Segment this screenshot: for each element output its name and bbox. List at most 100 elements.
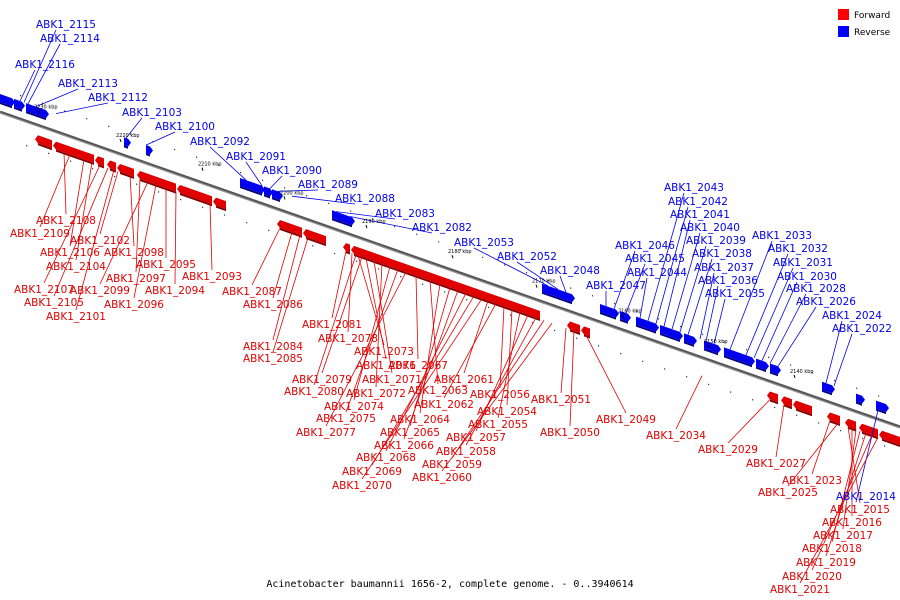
gene-shadow [770,371,778,377]
reverse-gene-label: ABK1_2041 [670,209,730,221]
forward-gene-label: ABK1_2080 [284,386,344,398]
forward-gene [581,326,590,337]
forward-gene-label: ABK1_2098 [104,247,164,259]
reverse-gene-label: ABK1_2046 [615,240,675,252]
reverse-gene [636,316,659,332]
forward-leader [39,154,71,228]
forward-leader [569,330,575,427]
gene-shadow [124,145,128,149]
forward-gene-label: ABK1_2074 [324,401,384,413]
forward-leader [69,159,85,247]
grid-dot [268,229,270,231]
grid-dot [438,241,440,243]
reverse-leader [516,261,559,290]
grid-dot [532,322,534,324]
legend-reverse-label: Reverse [854,28,891,38]
grid-dot [570,287,572,289]
grid-dot [350,210,352,212]
forward-gene-label: ABK1_2065 [380,427,440,439]
forward-gene-label: ABK1_2086 [243,299,303,311]
grid-dot [356,260,358,262]
kbp-tick [119,138,122,143]
forward-leader [409,287,451,427]
gene-shadow [784,404,792,410]
reverse-leader [145,131,176,146]
label-leader-lines [19,29,881,584]
forward-gene [879,430,900,445]
forward-gene-label: ABK1_2097 [106,273,166,285]
legend-reverse-swatch [838,26,849,37]
reverse-gene [856,393,865,404]
gene-shadow [570,329,580,335]
gene-shadow [354,253,540,321]
reverse-gene-label: ABK1_2022 [832,323,892,335]
forward-gene-label: ABK1_2063 [408,385,468,397]
reverse-gene-label: ABK1_2088 [335,193,395,205]
grid-dot [620,353,622,355]
forward-gene-label: ABK1_2060 [412,472,472,484]
forward-gene-label: ABK1_2018 [802,543,862,555]
reverse-gene-label: ABK1_2092 [190,136,250,148]
forward-gene [95,156,104,167]
grid-dot [642,360,644,362]
forward-leader [75,169,115,311]
forward-gene [767,391,778,403]
grid-dot [658,318,660,320]
reverse-gene [272,189,283,200]
reverse-leader [55,102,109,114]
grid-dot [598,345,600,347]
forward-leader [585,334,627,414]
reverse-leader [335,211,396,220]
reverse-gene-label: ABK1_2052 [497,251,557,263]
grid-dot [702,333,704,335]
forward-gene-label: ABK1_2107 [14,284,74,296]
forward-leader [371,295,475,466]
gene-shadow [38,143,52,151]
reverse-gene-label: ABK1_2116 [15,59,75,71]
forward-gene-label: ABK1_2095 [136,259,196,271]
reverse-gene-label: ABK1_2031 [773,257,833,269]
grid-dot [554,329,556,332]
grid-dot [64,110,66,112]
gene-shadow [26,111,46,121]
reverse-leader [699,272,715,340]
grid-dot [752,399,754,401]
reverse-leader [745,253,789,356]
gene-shadow [796,408,812,417]
reverse-gene-label: ABK1_2090 [262,165,322,177]
forward-gene-label: ABK1_2078 [318,333,378,345]
reverse-leader [679,245,707,333]
forward-gene-label: ABK1_2071 [362,374,422,386]
forward-leader [135,178,141,273]
forward-gene-label: ABK1_2106 [40,247,100,259]
forward-gene-label: ABK1_2050 [540,427,600,439]
grid-dot [42,102,44,104]
forward-gene-label: ABK1_2070 [332,480,392,492]
kbp-tick-label: 2170 kbp [532,279,556,285]
forward-gene-label: ABK1_2099 [70,285,130,297]
gene-shadow [56,149,94,165]
reverse-gene-label: ABK1_2047 [586,280,646,292]
reverse-gene [600,304,619,318]
kbp-tick [283,196,286,200]
reverse-gene [26,103,49,119]
reverse-gene [14,98,25,110]
forward-leader [451,320,545,459]
gene-shadow [830,420,840,426]
grid-dot [576,337,578,339]
forward-leader [331,251,347,319]
gene-shadow [770,399,778,405]
forward-gene [53,141,94,163]
grid-dot [92,168,94,170]
forward-leader [375,263,383,388]
grid-dot [224,214,226,216]
forward-leader [133,184,157,299]
reverse-leader [19,69,36,102]
grid-dot [724,341,726,343]
map-caption: Acinetobacter baumannii 1656-2, complete… [266,579,633,590]
forward-gene-label: ABK1_2064 [390,414,450,426]
grid-dot [70,160,72,162]
reverse-gene [240,178,265,194]
reverse-gene-label: ABK1_2045 [625,253,685,265]
